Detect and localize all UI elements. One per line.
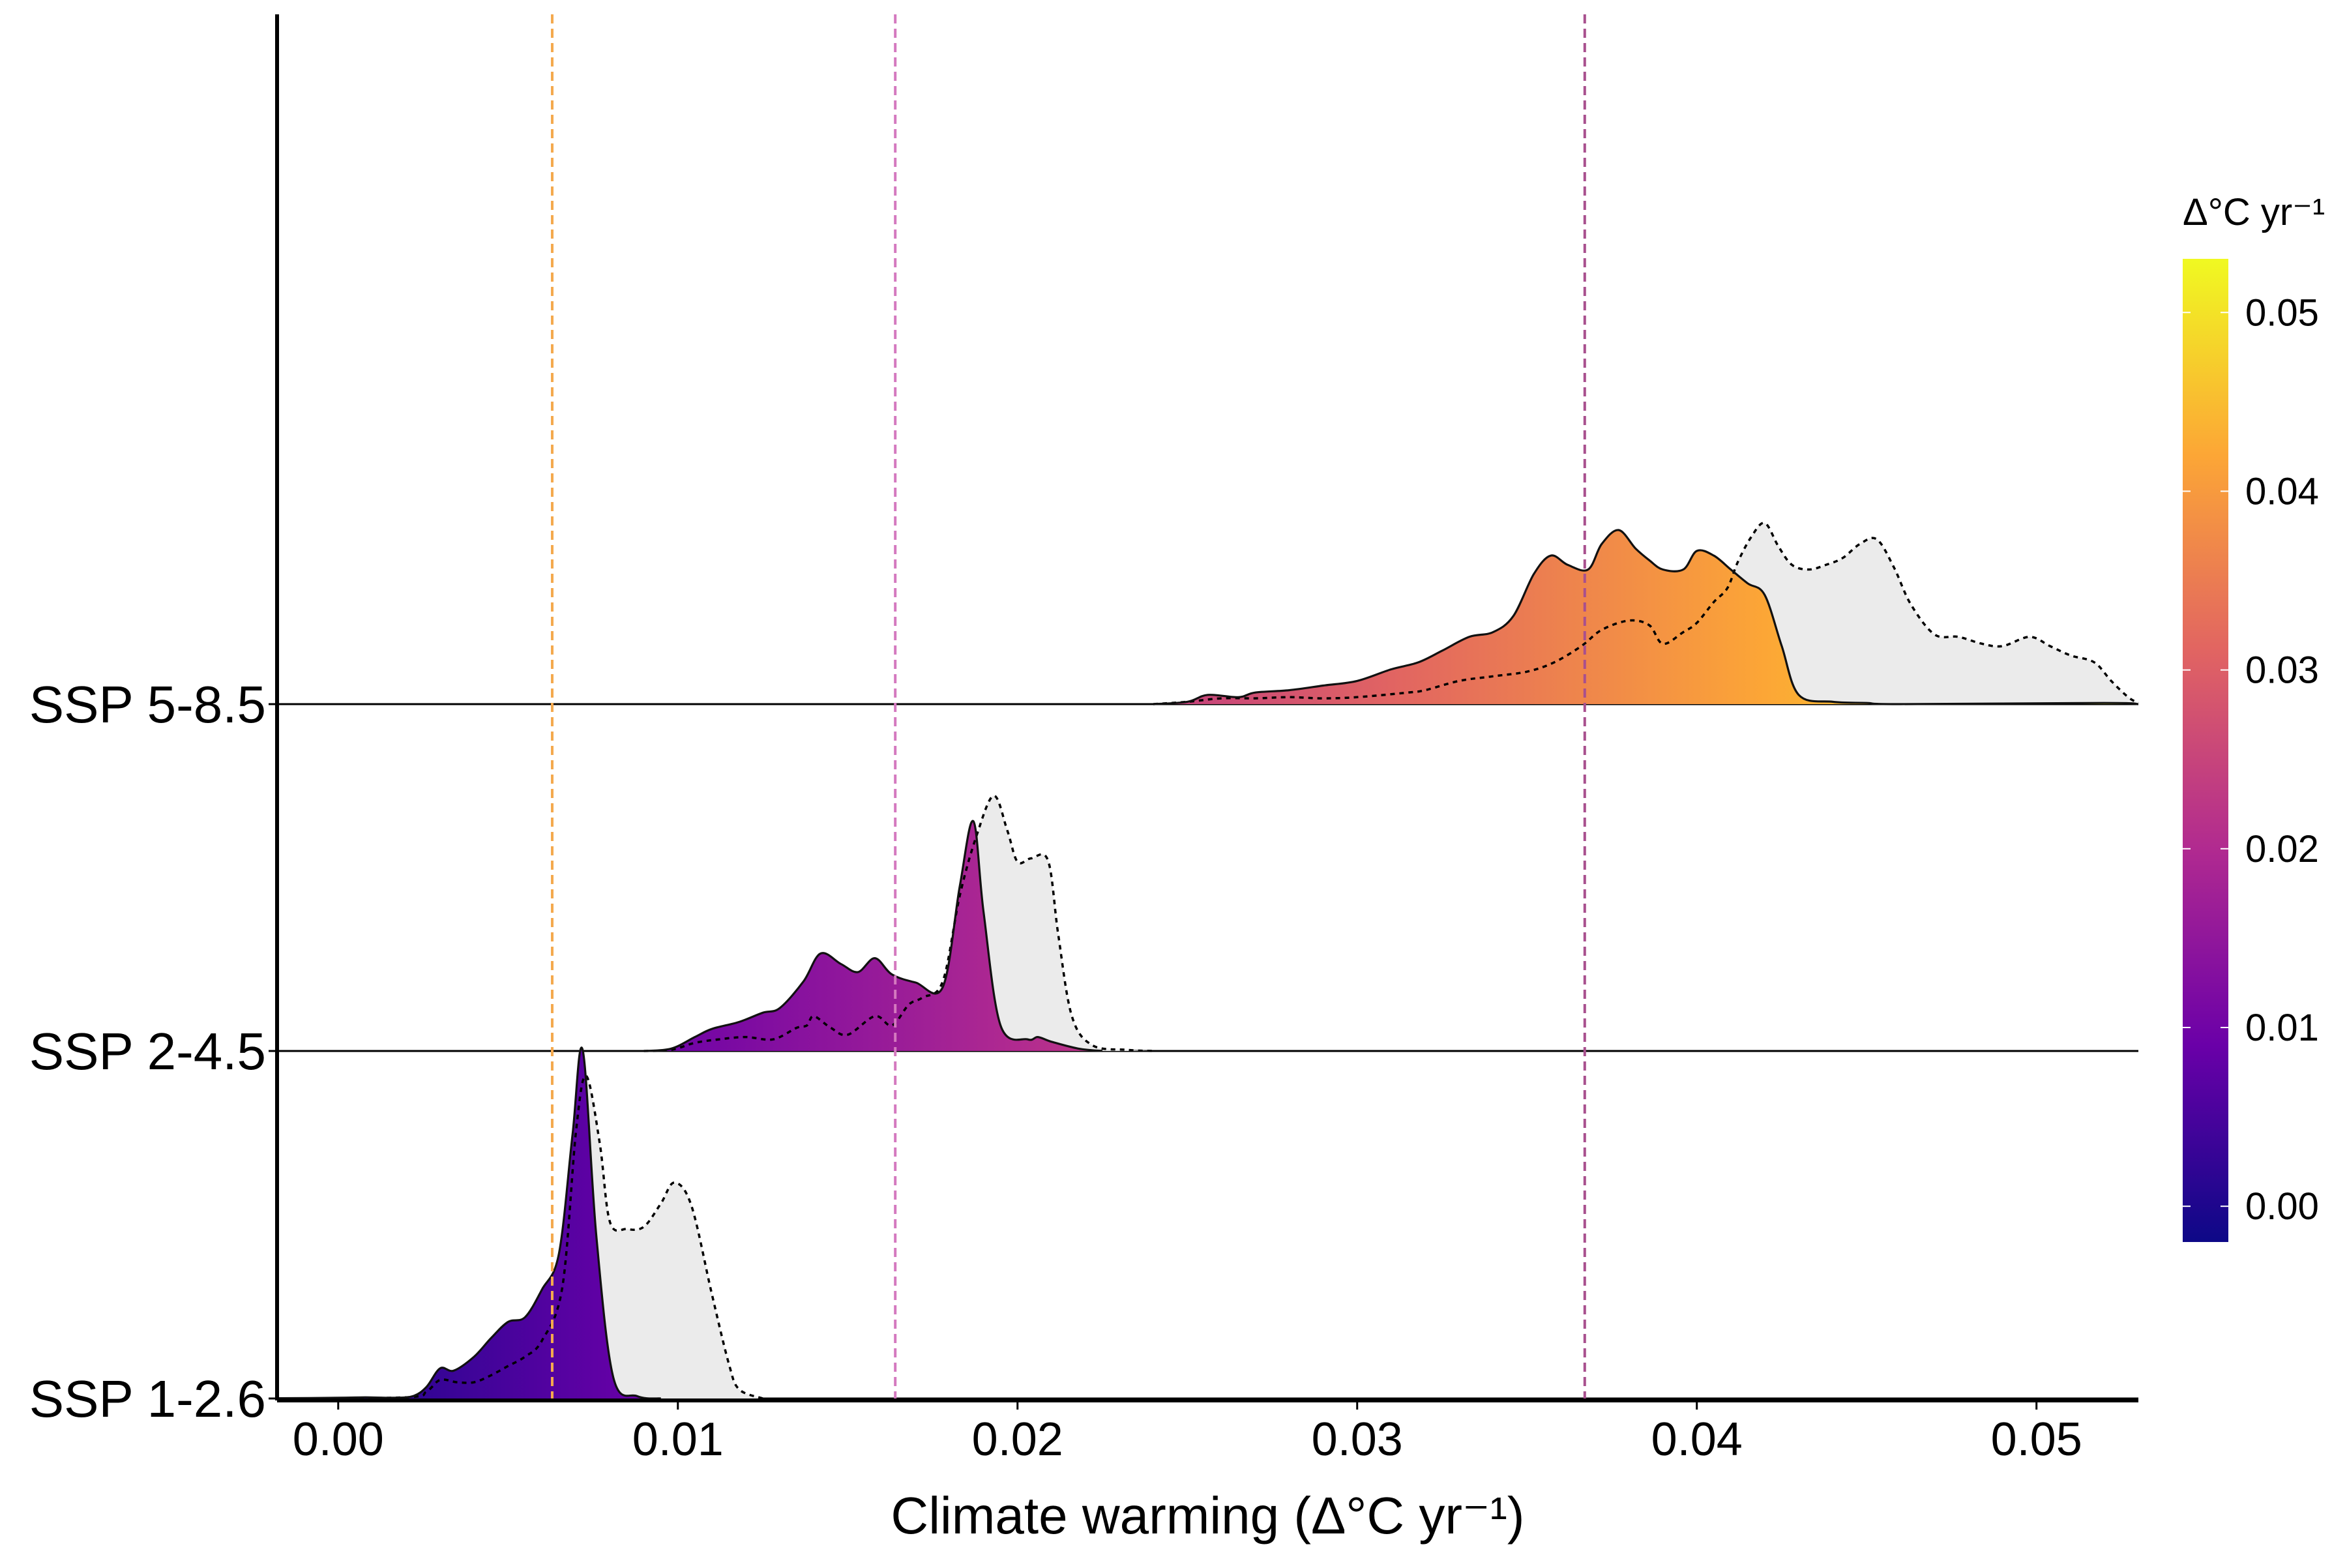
axes-layer: SSP 5-8.5 SSP 2-4.5 SSP 1-2.6 0.00 0.01 0.02 0…	[29, 14, 2138, 1545]
colorbar-tick-label: 0.02	[2245, 828, 2319, 870]
ridge-ssp-5-8-5	[277, 522, 2139, 705]
reference-density-outline-ssp-5-8-5	[1153, 522, 2139, 705]
scenario-density-fill-ssp-1-2-6	[277, 1047, 661, 1399]
colorbar-legend: 0.00 0.01 0.02 0.03 0.04 0.05 Δ°C yr⁻¹	[2183, 191, 2325, 1242]
reference-density-outline-ssp-1-2-6	[276, 1074, 763, 1400]
scenario-density-outline-ssp-1-2-6	[276, 1046, 661, 1400]
scenario-density-outline-ssp-5-8-5	[1153, 529, 2139, 705]
reference-line-layer	[550, 14, 1586, 1400]
ridge-ssp-1-2-6	[276, 1046, 2138, 1400]
x-tick-label: 0.01	[632, 1413, 724, 1466]
reference-density-fill-ssp-1-2-6	[277, 1076, 763, 1398]
colorbar	[2183, 259, 2228, 1242]
x-axis-title: Climate warming (Δ°C yr⁻¹)	[891, 1487, 1524, 1545]
colorbar-title: Δ°C yr⁻¹	[2183, 191, 2325, 233]
colorbar-tick-label: 0.04	[2245, 470, 2319, 512]
x-tick-label: 0.02	[972, 1413, 1063, 1466]
x-tick-label: 0.00	[293, 1413, 384, 1466]
ridge-label-ssp-1-2-6: SSP 1-2.6	[29, 1370, 266, 1428]
scenario-density-fill-ssp-5-8-5	[1153, 529, 2138, 704]
colorbar-tick-label: 0.05	[2245, 291, 2319, 334]
reference-density-fill-ssp-5-8-5	[1153, 523, 2138, 704]
colorbar-tick-label: 0.01	[2245, 1007, 2319, 1049]
x-tick-label: 0.04	[1651, 1413, 1743, 1466]
x-tick-label: 0.05	[1991, 1413, 2082, 1466]
ridge-label-ssp-5-8-5: SSP 5-8.5	[29, 675, 266, 733]
scenario-density-fill-ssp-2-4-5	[643, 821, 1102, 1051]
ridge-label-ssp-2-4-5: SSP 2-4.5	[29, 1022, 266, 1080]
scenario-density-outline-ssp-2-4-5	[643, 820, 1103, 1052]
reference-density-fill-ssp-2-4-5	[643, 795, 1154, 1051]
colorbar-tick-label: 0.03	[2245, 649, 2319, 692]
colorbar-tick-label: 0.00	[2245, 1185, 2319, 1228]
x-tick-label: 0.03	[1312, 1413, 1403, 1466]
scenario-density-layer	[276, 522, 2139, 1400]
ridge-ssp-2-4-5	[277, 794, 2138, 1052]
